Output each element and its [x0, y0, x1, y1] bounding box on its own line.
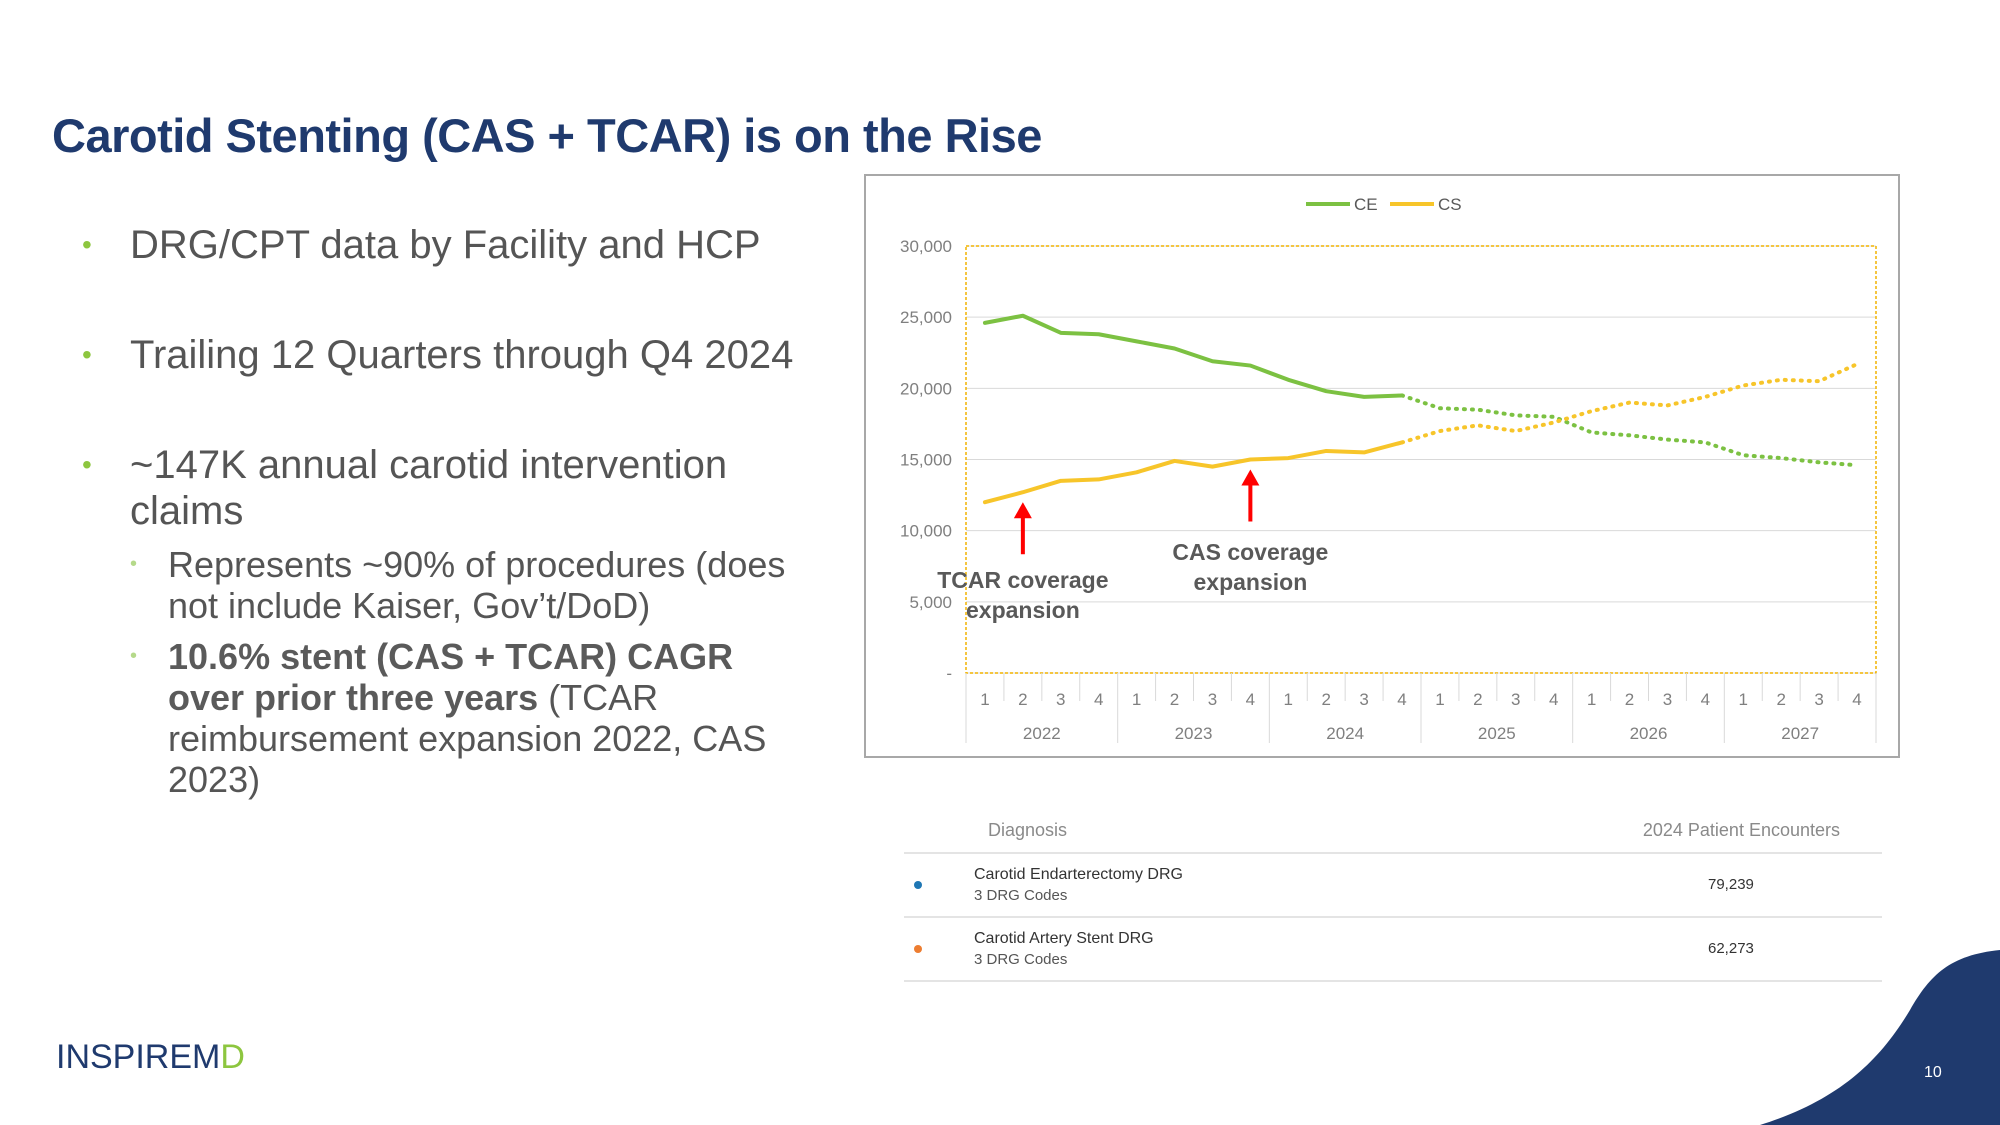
annotation-label: CAS coverage: [1172, 539, 1328, 565]
x-tick-label: 4: [1852, 690, 1861, 709]
x-tick-label: 4: [1397, 690, 1406, 709]
logo-m: M: [192, 1038, 221, 1076]
bullet-dot-icon: •: [130, 645, 138, 667]
row-value: 79,239: [1708, 876, 1754, 893]
logo-text: INSPIRE: [56, 1038, 193, 1076]
chart-svg: - 5,000 10,000 15,000 20,000 25,000 30,000 1 2 3 4…: [900, 195, 1877, 743]
series-line-cs: [982, 440, 1405, 505]
x-year-label: 2024: [1326, 724, 1364, 743]
bullet-text: DRG/CPT data by Facility and HCP: [130, 223, 761, 267]
bullet-text: ~147K annual carotid intervention claims: [130, 443, 728, 533]
x-year-label: 2023: [1175, 724, 1213, 743]
x-tick-label: 4: [1701, 690, 1710, 709]
series-line-ce: [982, 313, 1405, 399]
annotation-arrow-head: [1241, 469, 1260, 486]
page-number: 10: [1924, 1064, 1942, 1081]
bullet-dot-icon: •: [82, 449, 92, 480]
x-tick-label: 2: [1321, 690, 1330, 709]
x-tick-label: 2: [1776, 690, 1785, 709]
sub-bullet-text: (TCAR reimbursement expansion 2022, CAS …: [168, 677, 767, 800]
table-header: Diagnosis 2024 Patient Encounters: [904, 810, 1882, 854]
bullet-text: Trailing 12 Quarters through Q4 2024: [130, 333, 794, 377]
inspiremd-logo: INSPIREMD: [56, 1038, 245, 1077]
row-name: Carotid Artery Stent DRG: [974, 930, 1154, 947]
x-tick-label: 1: [1132, 690, 1141, 709]
sub-bullet-text: Represents ~90% of procedures (does not …: [168, 544, 786, 626]
sub-bullet-item: • 10.6% stent (CAS + TCAR) CAGR over prio…: [130, 636, 802, 800]
annotation-label: expansion: [966, 597, 1080, 623]
sub-bullet-bold-text: 10.6% stent (CAS + TCAR) CAGR over prior…: [168, 636, 734, 718]
y-tick-label: 15,000: [900, 451, 952, 470]
header-encounters: 2024 Patient Encounters: [1642, 820, 1840, 840]
row-value: 62,273: [1708, 940, 1754, 957]
bullet-dot-icon: •: [130, 553, 138, 575]
row-name: Carotid Endarterectomy DRG: [974, 866, 1183, 883]
y-tick-label: -: [946, 664, 952, 683]
x-tick-label: 4: [1549, 690, 1558, 709]
y-tick-label: 5,000: [909, 593, 952, 612]
row-sub: 3 DRG Codes: [974, 951, 1068, 968]
table-row: Carotid Endarterectomy DRG 3 DRG Codes 7…: [904, 854, 1882, 918]
x-tick-label: 1: [980, 690, 989, 709]
annotation-label: expansion: [1193, 569, 1307, 595]
y-tick-label: 30,000: [900, 237, 952, 256]
legend-label: CE: [1354, 195, 1378, 214]
bullet-item: • ~147K annual carotid intervention claim…: [82, 442, 802, 534]
x-tick-label: 2: [1473, 690, 1482, 709]
x-tick-label: 3: [1056, 690, 1065, 709]
x-tick-label: 2: [1018, 690, 1027, 709]
x-tick-label: 2: [1170, 690, 1179, 709]
encounters-table: Diagnosis 2024 Patient Encounters Caroti…: [904, 810, 1882, 982]
x-year-label: 2025: [1478, 724, 1516, 743]
x-year-label: 2027: [1781, 724, 1819, 743]
x-tick-label: 3: [1663, 690, 1672, 709]
annotation-arrow-head: [1013, 502, 1032, 519]
x-tick-label: 3: [1511, 690, 1520, 709]
bullet-dot-icon: •: [82, 229, 92, 260]
x-year-label: 2026: [1630, 724, 1668, 743]
row-sub: 3 DRG Codes: [974, 887, 1068, 904]
y-tick-label: 10,000: [900, 522, 952, 541]
series-forecast-cs: [1400, 362, 1860, 445]
x-tick-label: 4: [1094, 690, 1103, 709]
x-tick-label: 2: [1625, 690, 1634, 709]
bullet-item: • Trailing 12 Quarters through Q4 2024: [82, 332, 802, 378]
line-chart: - 5,000 10,000 15,000 20,000 25,000 30,000 1 2 3 4…: [864, 174, 1900, 758]
annotation-label: TCAR coverage: [937, 567, 1108, 593]
bullet-list: • DRG/CPT data by Facility and HCP • Trail…: [82, 222, 802, 800]
x-tick-label: 3: [1359, 690, 1368, 709]
y-tick-label: 25,000: [900, 308, 952, 327]
slide-title: Carotid Stenting (CAS + TCAR) is on the …: [52, 109, 1042, 162]
x-tick-label: 3: [1814, 690, 1823, 709]
x-tick-label: 1: [1587, 690, 1596, 709]
row-dot-icon: [914, 881, 922, 889]
bullet-item: • DRG/CPT data by Facility and HCP: [82, 222, 802, 268]
row-dot-icon: [914, 945, 922, 953]
logo-d: D: [220, 1038, 245, 1076]
x-tick-label: 3: [1208, 690, 1217, 709]
x-tick-label: 1: [1284, 690, 1293, 709]
x-tick-label: 1: [1739, 690, 1748, 709]
header-diagnosis: Diagnosis: [988, 820, 1068, 840]
legend-label: CS: [1438, 195, 1462, 214]
x-tick-label: 1: [1435, 690, 1444, 709]
bullet-dot-icon: •: [82, 339, 92, 370]
table-row: Carotid Artery Stent DRG 3 DRG Codes 62,…: [904, 918, 1882, 982]
x-tick-label: 4: [1246, 690, 1255, 709]
x-year-label: 2022: [1023, 724, 1061, 743]
y-tick-label: 20,000: [900, 379, 952, 398]
sub-bullet-item: • Represents ~90% of procedures (does not…: [130, 544, 802, 626]
series-forecast-ce: [1400, 393, 1860, 468]
